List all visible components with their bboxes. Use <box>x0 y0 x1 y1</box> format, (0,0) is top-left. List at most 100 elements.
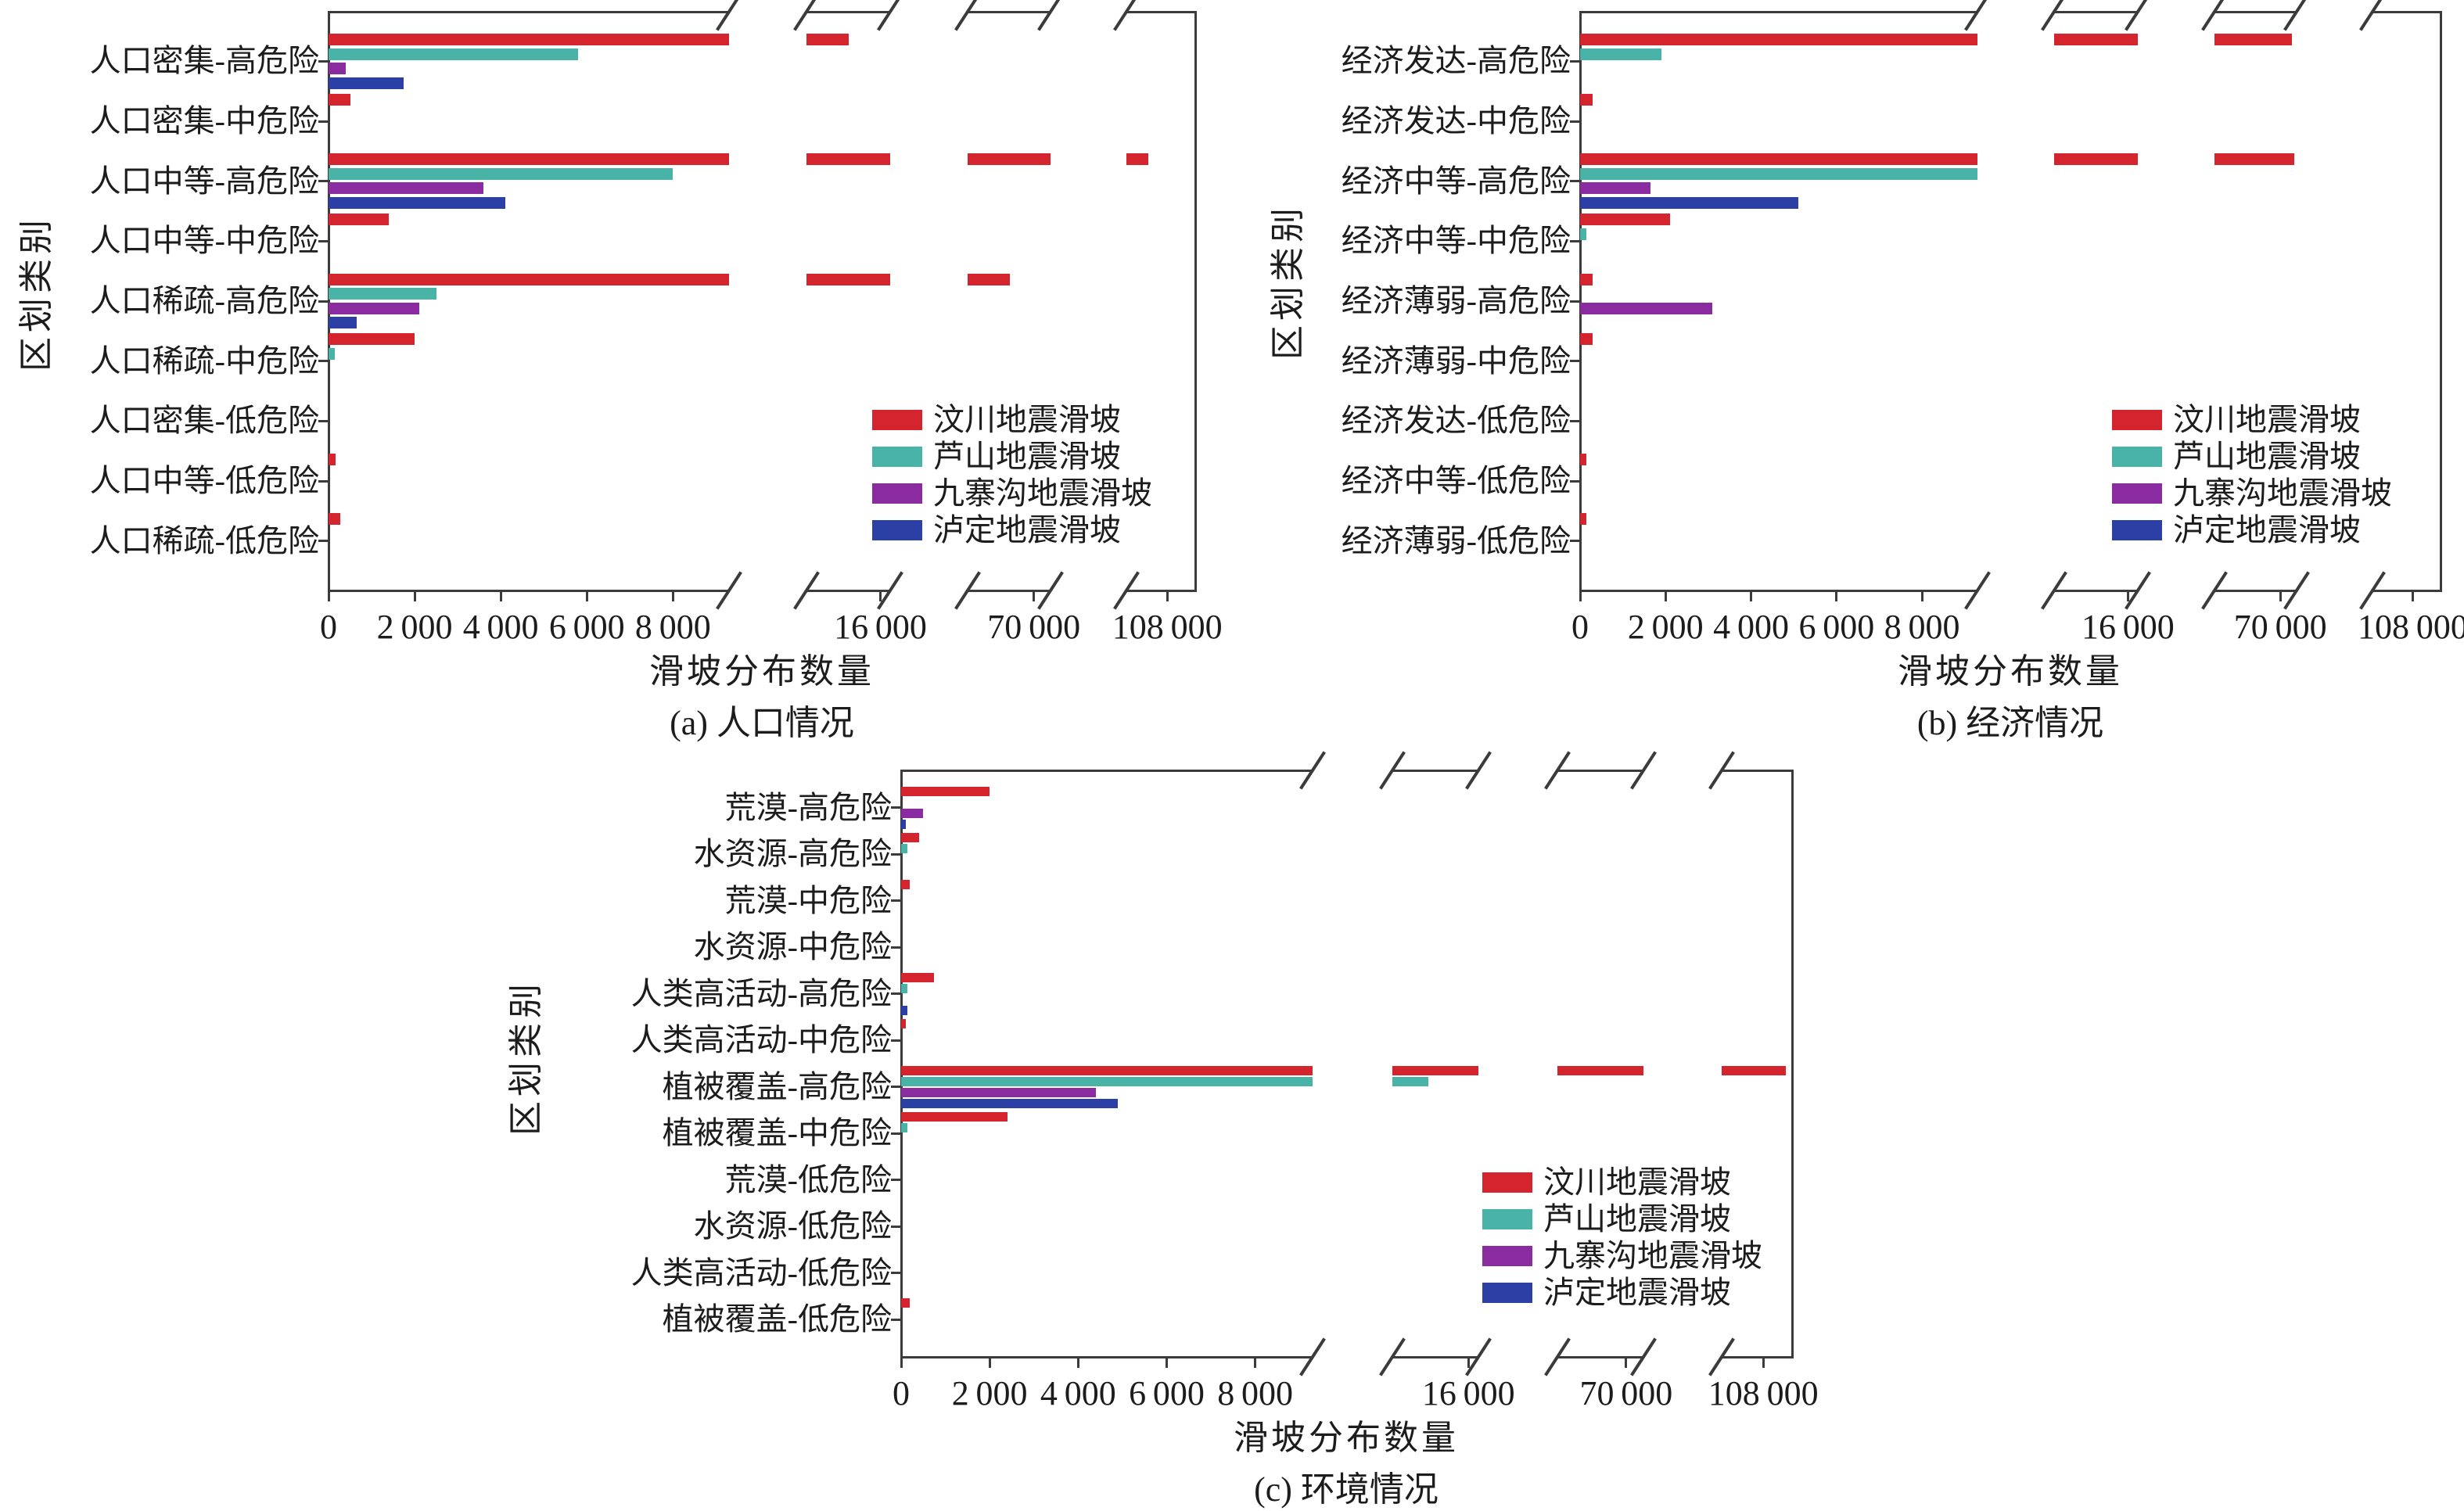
bar-汶川地震滑坡 <box>329 214 390 226</box>
legend-swatch <box>2112 483 2162 504</box>
x-tick-label: 2 000 <box>951 1374 1028 1412</box>
x-tick-label: 4 000 <box>1713 608 1789 646</box>
bar-汶川地震滑坡 <box>1580 273 1593 285</box>
axis-break-icon <box>1037 571 1064 610</box>
bar-汶川地震滑坡 <box>806 153 890 166</box>
x-tick-label: 70 000 <box>2233 608 2327 646</box>
y-category-label: 人口稀疏-中危险 <box>89 343 319 379</box>
x-tick <box>1165 1357 1168 1368</box>
axis-break-icon <box>1465 1337 1492 1376</box>
y-tick <box>318 59 329 63</box>
axis-break-icon <box>1964 571 1992 610</box>
x-tick <box>1920 590 1923 601</box>
legend-swatch <box>872 520 922 540</box>
y-tick <box>1570 360 1580 363</box>
bar-汶川地震滑坡 <box>901 1065 1313 1075</box>
chart-title-c: (c) 环境情况 <box>1254 1470 1439 1509</box>
y-tick <box>1570 479 1580 483</box>
y-tick <box>318 239 329 242</box>
x-axis-segment <box>1580 589 1978 592</box>
legend: 汶川地震滑坡 芦山地震滑坡 九寨沟地震滑坡 泸定地震滑坡 <box>1482 1165 1811 1312</box>
axis-break-icon <box>1299 1337 1327 1376</box>
chart-title-a: (a) 人口情况 <box>670 704 854 742</box>
y-tick <box>891 992 901 996</box>
legend-item: 汶川地震滑坡 <box>2112 403 2441 437</box>
bar-芦山地震滑坡 <box>901 983 908 993</box>
axis-break-icon <box>2124 571 2151 610</box>
x-axis-segment <box>2372 589 2441 592</box>
legend-label: 芦山地震滑坡 <box>1543 1201 1731 1236</box>
right-border-line <box>1791 769 1794 1358</box>
x-tick-label: 8 000 <box>1217 1374 1294 1412</box>
legend-label: 汶川地震滑坡 <box>1543 1165 1731 1200</box>
y-tick <box>318 180 329 183</box>
y-tick <box>318 120 329 123</box>
y-category-label: 经济发达-中危险 <box>1341 103 1571 138</box>
axis-break-icon <box>877 571 903 610</box>
y-category-label: 经济中等-低危险 <box>1341 463 1571 498</box>
x-axis-segment <box>967 589 1051 592</box>
axis-break-icon <box>877 0 903 31</box>
bar-九寨沟地震滑坡 <box>329 182 484 195</box>
legend-swatch <box>872 410 922 430</box>
y-tick <box>891 1179 901 1182</box>
x-tick-label: 6 000 <box>1129 1374 1205 1412</box>
legend-label: 芦山地震滑坡 <box>933 439 1121 474</box>
bar-九寨沟地震滑坡 <box>1580 302 1713 314</box>
x-axis-segment <box>329 589 729 592</box>
x-axis-segment <box>2054 589 2138 592</box>
top-border-segment <box>1580 10 1978 13</box>
x-tick-label: 70 000 <box>987 608 1081 646</box>
bar-芦山地震滑坡 <box>1580 228 1587 240</box>
bar-九寨沟地震滑坡 <box>901 1087 1096 1097</box>
bar-汶川地震滑坡 <box>1126 153 1149 166</box>
y-tick <box>891 899 901 903</box>
y-category-label: 荒漠-中危险 <box>724 882 892 918</box>
y-category-label: 水资源-低危险 <box>693 1208 892 1244</box>
axis-break-icon <box>2200 571 2228 610</box>
x-tick-label: 0 <box>893 1374 910 1412</box>
bar-芦山地震滑坡 <box>901 844 908 854</box>
x-tick <box>2126 590 2129 601</box>
legend-item: 九寨沟地震滑坡 <box>872 476 1201 511</box>
y-category-label: 水资源-中危险 <box>693 929 892 965</box>
legend-swatch <box>872 483 922 504</box>
y-category-label: 人口中等-低危险 <box>89 463 319 498</box>
bar-汶川地震滑坡 <box>2214 153 2295 166</box>
bar-芦山地震滑坡 <box>329 48 579 60</box>
x-tick <box>1254 1357 1257 1368</box>
x-tick <box>1750 590 1753 601</box>
x-axis-segment <box>1392 1355 1479 1358</box>
y-tick <box>891 1225 901 1228</box>
x-tick-label: 16 000 <box>834 608 927 646</box>
x-tick-label: 4 000 <box>1040 1374 1116 1412</box>
bar-汶川地震滑坡 <box>2054 34 2138 46</box>
axis-break-icon <box>715 571 742 610</box>
x-tick-label: 6 000 <box>548 608 625 646</box>
legend-swatch <box>1482 1283 1532 1303</box>
legend: 汶川地震滑坡 芦山地震滑坡 九寨沟地震滑坡 泸定地震滑坡 <box>872 403 1201 550</box>
y-tick <box>891 1039 901 1042</box>
bar-汶川地震滑坡 <box>1580 453 1587 465</box>
top-border-segment <box>901 769 1313 772</box>
x-tick-label: 8 000 <box>1884 608 1960 646</box>
x-tick <box>1835 590 1838 601</box>
axis-break-icon <box>2041 0 2068 31</box>
legend-swatch <box>2112 447 2162 467</box>
x-axis-segment <box>1557 1355 1643 1358</box>
y-category-label: 人口稀疏-低危险 <box>89 522 319 558</box>
bar-芦山地震滑坡 <box>1392 1076 1428 1086</box>
top-border-segment <box>1722 769 1792 772</box>
legend-swatch <box>1482 1172 1532 1193</box>
axis-break-icon <box>1378 1337 1406 1376</box>
x-tick-label: 8 000 <box>634 608 711 646</box>
x-tick <box>900 1357 903 1368</box>
x-tick <box>499 590 502 601</box>
bar-汶川地震滑坡 <box>967 153 1051 166</box>
x-tick <box>1467 1357 1470 1368</box>
legend-label: 九寨沟地震滑坡 <box>1543 1238 1762 1273</box>
y-category-label: 人口中等-高危险 <box>89 163 319 199</box>
bar-汶川地震滑坡 <box>329 153 729 166</box>
y-tick <box>891 1272 901 1275</box>
legend-swatch <box>872 447 922 467</box>
